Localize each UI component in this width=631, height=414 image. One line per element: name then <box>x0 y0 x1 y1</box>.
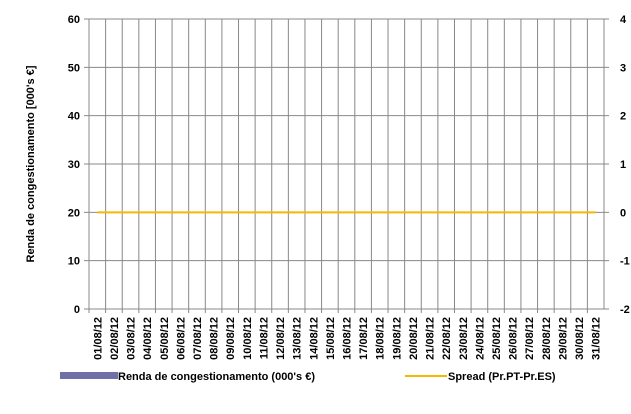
x-tick-label: 04/08/12 <box>142 317 154 360</box>
y2-tick-label: 3 <box>620 62 626 74</box>
x-tick-label: 16/08/12 <box>342 317 354 360</box>
legend-swatch-bar <box>60 372 118 379</box>
y-axis-title: Renda de congestionamento [000's €] <box>25 65 37 262</box>
y-tick-label: 10 <box>68 256 80 268</box>
x-tick-label: 12/08/12 <box>275 317 287 360</box>
grid <box>88 18 605 310</box>
x-tick-label: 31/08/12 <box>591 317 603 360</box>
x-tick-label: 08/08/12 <box>209 317 221 360</box>
x-tick-label: 17/08/12 <box>358 317 370 360</box>
y-tick-label: 30 <box>68 159 80 171</box>
x-tick-label: 19/08/12 <box>391 317 403 360</box>
x-tick-label: 03/08/12 <box>126 317 138 360</box>
y2-tick-label: 1 <box>620 159 626 171</box>
x-tick-label: 09/08/12 <box>225 317 237 360</box>
x-tick-label: 21/08/12 <box>425 317 437 360</box>
x-tick-label: 18/08/12 <box>375 317 387 360</box>
y-tick-label: 50 <box>68 62 80 74</box>
legend-label: Spread (Pr.PT-Pr.ES) <box>448 371 556 383</box>
x-tick-label: 15/08/12 <box>325 317 337 360</box>
x-tick-label: 05/08/12 <box>159 317 171 360</box>
x-tick-label: 25/08/12 <box>491 317 503 360</box>
legend: Renda de congestionamento (000's €) Sprea… <box>60 371 556 383</box>
y-tick-label: 0 <box>74 304 80 316</box>
x-tick-label: 27/08/12 <box>524 317 536 360</box>
x-tick-label: 14/08/12 <box>308 317 320 360</box>
x-tick-label: 23/08/12 <box>458 317 470 360</box>
x-tick-label: 26/08/12 <box>508 317 520 360</box>
y2-tick-label: 4 <box>620 14 627 26</box>
y-tick-label: 40 <box>68 111 80 123</box>
x-tick-label: 02/08/12 <box>109 317 121 360</box>
y2-tick-label: -1 <box>620 256 630 268</box>
x-tick-label: 20/08/12 <box>408 317 420 360</box>
x-tick-label: 01/08/12 <box>92 317 104 360</box>
y2-tick-label: -2 <box>620 304 630 316</box>
x-tick-label: 30/08/12 <box>574 317 586 360</box>
x-tick-label: 13/08/12 <box>292 317 304 360</box>
x-tick-label: 11/08/12 <box>258 317 270 359</box>
y2-tick-label: 0 <box>620 207 626 219</box>
y2-tick-label: 2 <box>620 111 626 123</box>
x-tick-label: 28/08/12 <box>541 317 553 360</box>
y-tick-label: 20 <box>68 207 80 219</box>
y-tick-label: 60 <box>68 14 80 26</box>
x-tick-label: 10/08/12 <box>242 317 254 360</box>
x-tick-label: 22/08/12 <box>441 317 453 360</box>
legend-label: Renda de congestionamento (000's €) <box>118 371 315 383</box>
x-tick-label: 06/08/12 <box>175 317 187 360</box>
x-tick-label: 24/08/12 <box>474 317 486 360</box>
x-tick-label: 07/08/12 <box>192 317 204 360</box>
axes: 0 10 20 30 40 50 60 -2 -1 0 1 2 3 4 01/08/12 02/08/12 03… <box>25 14 630 360</box>
x-tick-label: 29/08/12 <box>557 317 569 360</box>
